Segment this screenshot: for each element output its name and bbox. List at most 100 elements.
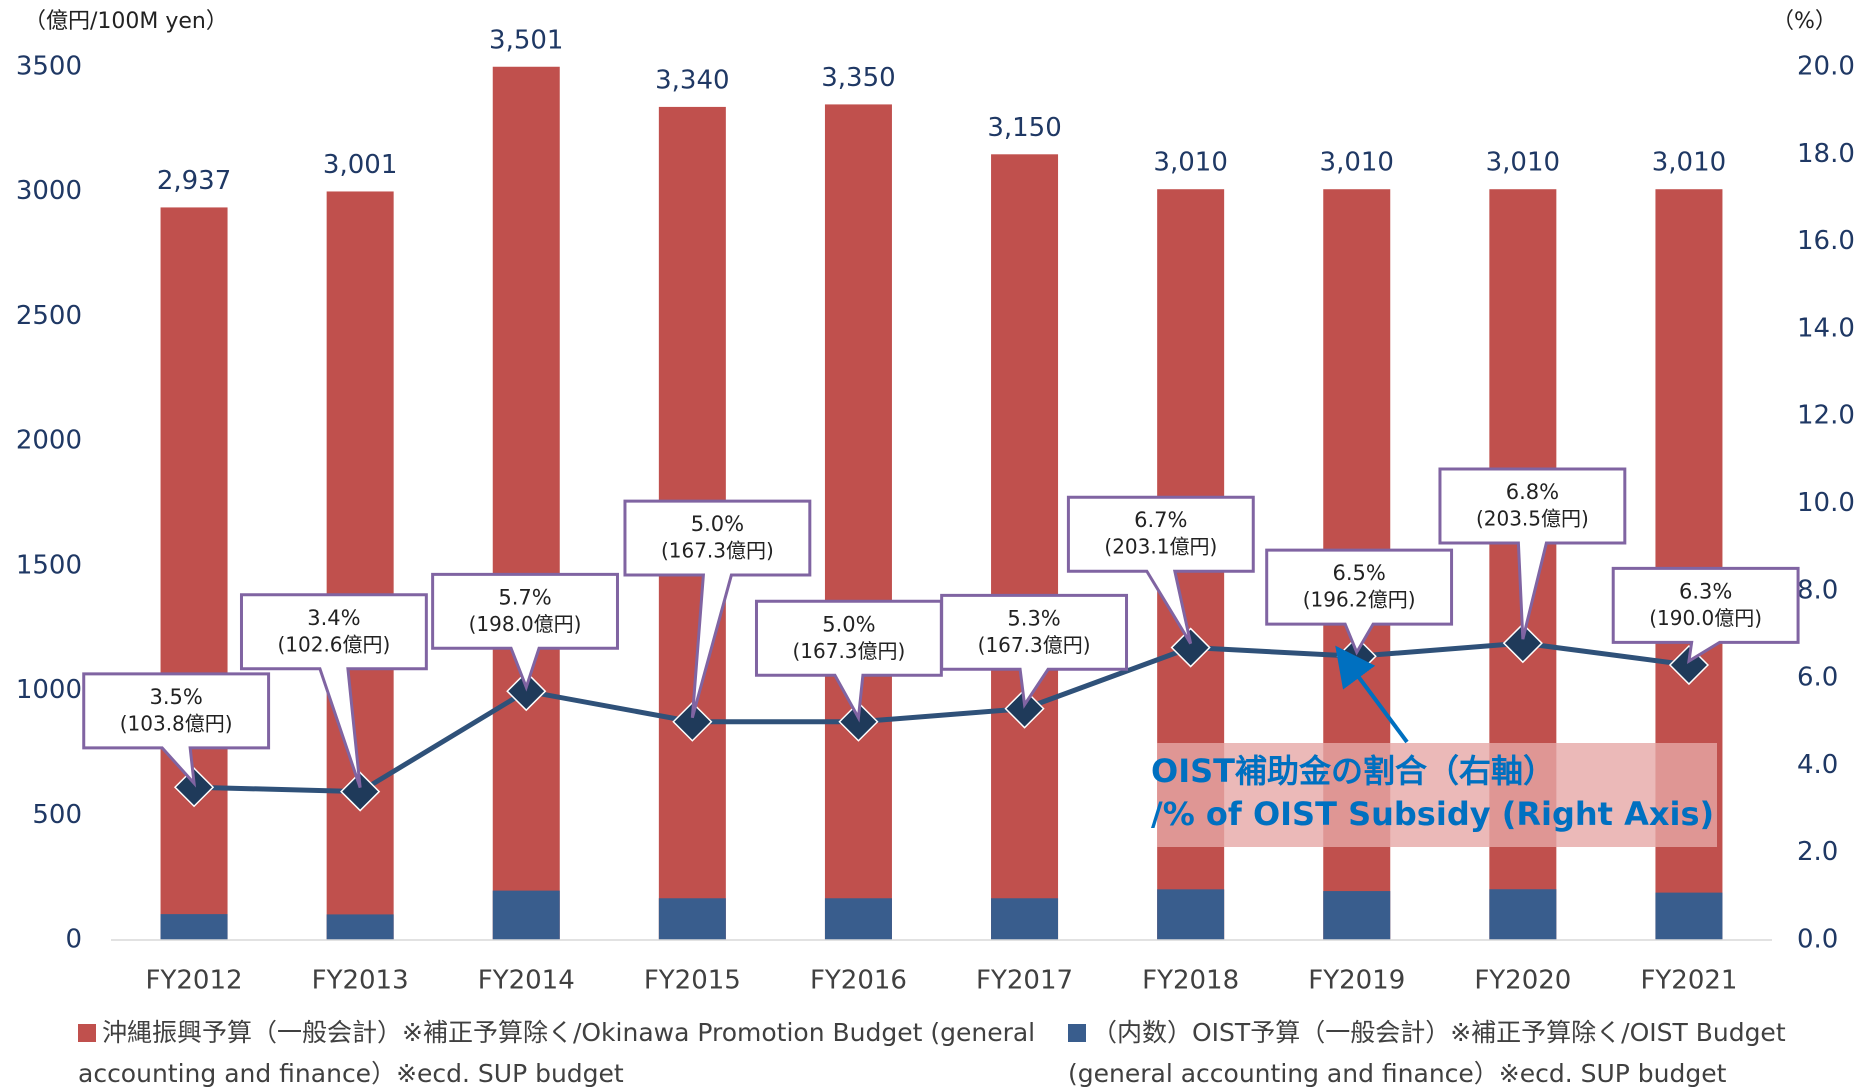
y2-tick-label: 20.0 <box>1797 52 1855 82</box>
bar <box>492 66 560 941</box>
y-tick-label: 3500 <box>16 52 82 82</box>
x-tick-label: FY2012 <box>146 966 243 996</box>
callout-percent: 6.3% <box>1679 579 1732 603</box>
callout <box>623 499 812 719</box>
callout-amount: (102.6億円) <box>277 632 390 656</box>
callout-percent: 3.4% <box>307 606 360 630</box>
bar <box>991 154 1059 941</box>
callout-percent: 5.0% <box>691 512 744 536</box>
bar-value-label: 3,340 <box>655 65 729 95</box>
y2-tick-label: 2.0 <box>1797 837 1838 867</box>
callout-amount: (203.1億円) <box>1104 535 1217 559</box>
y-tick-label: 2000 <box>16 426 82 456</box>
callout-percent: 5.3% <box>1007 606 1060 630</box>
callout <box>1066 495 1255 645</box>
callout-percent: 3.5% <box>149 685 202 709</box>
y2-tick-label: 18.0 <box>1797 139 1855 169</box>
legend-label: 沖縄振興予算（一般会計）※補正予算除く/Okinawa Promotion Bu… <box>78 1018 1036 1088</box>
callout-amount: (190.0億円) <box>1649 606 1762 630</box>
callout-amount: (198.0億円) <box>469 612 582 636</box>
y2-tick-label: 0.0 <box>1797 925 1838 955</box>
y2-tick-label: 14.0 <box>1797 313 1855 343</box>
y-tick-label: 500 <box>32 800 82 830</box>
callout-percent: 5.0% <box>822 612 875 636</box>
bar <box>326 191 394 941</box>
bar <box>824 898 892 940</box>
callout-percent: 5.7% <box>498 585 551 609</box>
x-tick-label: FY2020 <box>1474 966 1571 996</box>
callout-amount: (167.3億円) <box>661 539 774 563</box>
marker <box>838 701 879 742</box>
bar-value-label: 3,010 <box>1486 148 1560 178</box>
annotation: /% of OIST Subsidy (Right Axis) <box>1151 795 1714 833</box>
marker <box>1170 627 1211 668</box>
callout-amount: (103.8億円) <box>120 711 233 735</box>
callout <box>940 593 1129 709</box>
bar <box>991 898 1059 940</box>
marker <box>173 767 215 808</box>
x-tick-label: FY2014 <box>478 966 575 996</box>
bar <box>326 914 394 940</box>
bar <box>492 890 560 940</box>
bar-value-label: 3,350 <box>821 63 895 93</box>
line <box>193 640 1690 795</box>
bar <box>160 207 228 940</box>
bar-value-label: 3,001 <box>323 150 397 180</box>
bar-value-label: 3,501 <box>489 25 563 55</box>
callout-amount: (167.3億円) <box>978 633 1091 657</box>
x-tick-label: FY2013 <box>312 966 409 996</box>
x-tick-label: FY2019 <box>1308 966 1405 996</box>
marker <box>672 701 713 742</box>
x-tick-label: FY2021 <box>1640 966 1737 996</box>
marker <box>340 771 381 812</box>
callout-percent: 6.5% <box>1332 561 1385 585</box>
legend-label: （内数）OIST予算（一般会計）※補正予算除く/OIST Budget (gen… <box>1068 1018 1786 1088</box>
bar <box>658 898 726 940</box>
marker <box>1502 623 1543 664</box>
callout-amount: (167.3億円) <box>792 639 905 663</box>
y-tick-label: 1500 <box>16 550 82 580</box>
bar <box>1489 889 1557 940</box>
x-tick-label: FY2016 <box>810 966 907 996</box>
y-tick-label: 2500 <box>16 301 82 331</box>
annotation: OIST補助金の割合（右軸） <box>1151 752 1555 790</box>
annotation-arrow <box>1335 645 1409 744</box>
bar <box>1655 892 1723 940</box>
callout <box>1265 548 1454 656</box>
legend-swatch <box>78 1024 96 1042</box>
y-axis-title: （億円/100M yen） <box>24 9 228 34</box>
callout <box>1438 467 1627 640</box>
legend-item: （内数）OIST予算（一般会計）※補正予算除く/OIST Budget (gen… <box>1068 1012 1863 1090</box>
y-tick-label: 3000 <box>16 176 82 206</box>
y2-tick-label: 8.0 <box>1797 575 1838 605</box>
y-tick-label: 1000 <box>16 675 82 705</box>
y2-tick-label: 10.0 <box>1797 488 1855 518</box>
y2-tick-label: 12.0 <box>1797 401 1855 431</box>
bar <box>1157 889 1225 940</box>
bar-value-label: 3,010 <box>1320 148 1394 178</box>
callout <box>1611 566 1800 664</box>
bar <box>1323 891 1391 940</box>
callout <box>431 572 619 692</box>
callout-amount: (203.5億円) <box>1476 507 1589 531</box>
marker <box>1004 688 1045 729</box>
y2-tick-label: 4.0 <box>1797 750 1838 780</box>
y2-axis-title: （%） <box>1772 9 1837 34</box>
callout-percent: 6.7% <box>1134 508 1187 532</box>
bar-value-label: 3,010 <box>1652 148 1726 178</box>
y-tick-label: 0 <box>65 925 82 955</box>
bar-value-label: 3,150 <box>987 113 1061 143</box>
callout <box>82 672 271 788</box>
callout-percent: 6.8% <box>1506 480 1559 504</box>
x-tick-label: FY2017 <box>976 966 1073 996</box>
x-tick-label: FY2018 <box>1142 966 1239 996</box>
bar-value-label: 3,010 <box>1153 148 1227 178</box>
bar <box>160 914 228 940</box>
legend-swatch <box>1068 1024 1086 1042</box>
y2-tick-label: 16.0 <box>1797 226 1855 256</box>
x-tick-label: FY2015 <box>644 966 741 996</box>
line-layer <box>173 623 1710 812</box>
y2-tick-label: 6.0 <box>1797 663 1838 693</box>
legend-item: 沖縄振興予算（一般会計）※補正予算除く/Okinawa Promotion Bu… <box>78 1012 1048 1090</box>
